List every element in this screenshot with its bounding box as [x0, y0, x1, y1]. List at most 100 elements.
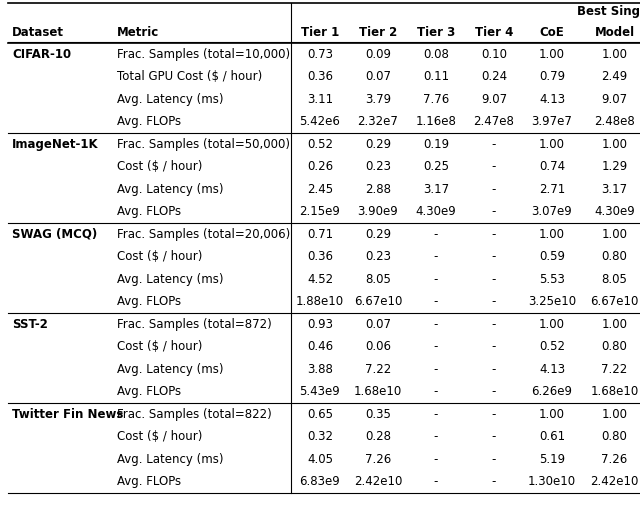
Text: 1.29: 1.29: [602, 160, 628, 173]
Text: -: -: [492, 250, 496, 263]
Text: -: -: [492, 408, 496, 421]
Text: 2.32e7: 2.32e7: [358, 115, 399, 129]
Text: 0.07: 0.07: [365, 70, 391, 83]
Text: 0.23: 0.23: [365, 250, 391, 263]
Text: 4.13: 4.13: [539, 93, 565, 106]
Text: 3.11: 3.11: [307, 93, 333, 106]
Text: -: -: [434, 295, 438, 309]
Text: 1.00: 1.00: [602, 138, 627, 151]
Text: 5.43e9: 5.43e9: [300, 386, 340, 398]
Text: 0.52: 0.52: [539, 340, 565, 353]
Text: 3.17: 3.17: [602, 183, 628, 196]
Text: Best Single: Best Single: [577, 5, 640, 19]
Text: 2.15e9: 2.15e9: [300, 205, 340, 218]
Text: 2.42e10: 2.42e10: [590, 475, 639, 488]
Text: 8.05: 8.05: [602, 273, 627, 286]
Text: 3.25e10: 3.25e10: [528, 295, 576, 309]
Text: Dataset: Dataset: [12, 25, 64, 39]
Text: Avg. Latency (ms): Avg. Latency (ms): [117, 273, 223, 286]
Text: 0.46: 0.46: [307, 340, 333, 353]
Text: 3.90e9: 3.90e9: [358, 205, 398, 218]
Text: Total GPU Cost ($ / hour): Total GPU Cost ($ / hour): [117, 70, 262, 83]
Text: CIFAR-10: CIFAR-10: [12, 48, 71, 61]
Text: 0.59: 0.59: [539, 250, 565, 263]
Text: 0.11: 0.11: [423, 70, 449, 83]
Text: 1.00: 1.00: [539, 408, 565, 421]
Text: -: -: [492, 453, 496, 466]
Text: 6.26e9: 6.26e9: [531, 386, 573, 398]
Text: -: -: [434, 430, 438, 443]
Text: -: -: [492, 205, 496, 218]
Text: 0.74: 0.74: [539, 160, 565, 173]
Text: 0.29: 0.29: [365, 138, 391, 151]
Text: 2.49: 2.49: [602, 70, 628, 83]
Text: SST-2: SST-2: [12, 318, 48, 331]
Text: Avg. Latency (ms): Avg. Latency (ms): [117, 453, 223, 466]
Text: 0.09: 0.09: [365, 48, 391, 61]
Text: 0.80: 0.80: [602, 250, 627, 263]
Text: Cost ($ / hour): Cost ($ / hour): [117, 340, 202, 353]
Text: -: -: [434, 475, 438, 488]
Text: 3.97e7: 3.97e7: [532, 115, 572, 129]
Text: -: -: [492, 363, 496, 376]
Text: -: -: [492, 295, 496, 309]
Text: 0.61: 0.61: [539, 430, 565, 443]
Text: 1.88e10: 1.88e10: [296, 295, 344, 309]
Text: 7.76: 7.76: [423, 93, 449, 106]
Text: 0.10: 0.10: [481, 48, 507, 61]
Text: 0.35: 0.35: [365, 408, 391, 421]
Text: -: -: [434, 340, 438, 353]
Text: Avg. FLOPs: Avg. FLOPs: [117, 386, 181, 398]
Text: Avg. FLOPs: Avg. FLOPs: [117, 115, 181, 129]
Text: 3.79: 3.79: [365, 93, 391, 106]
Text: 5.19: 5.19: [539, 453, 565, 466]
Text: 0.08: 0.08: [423, 48, 449, 61]
Text: Tier 3: Tier 3: [417, 25, 455, 39]
Text: Avg. FLOPs: Avg. FLOPs: [117, 475, 181, 488]
Text: Model: Model: [595, 25, 635, 39]
Text: 1.68e10: 1.68e10: [590, 386, 639, 398]
Text: 2.88: 2.88: [365, 183, 391, 196]
Text: 0.73: 0.73: [307, 48, 333, 61]
Text: 0.71: 0.71: [307, 228, 333, 241]
Text: 3.88: 3.88: [307, 363, 333, 376]
Text: -: -: [492, 228, 496, 241]
Text: 1.00: 1.00: [539, 48, 565, 61]
Text: 0.24: 0.24: [481, 70, 507, 83]
Text: -: -: [492, 340, 496, 353]
Text: 7.26: 7.26: [365, 453, 391, 466]
Text: 4.05: 4.05: [307, 453, 333, 466]
Text: 0.06: 0.06: [365, 340, 391, 353]
Text: 0.07: 0.07: [365, 318, 391, 331]
Text: 1.00: 1.00: [539, 138, 565, 151]
Text: 2.71: 2.71: [539, 183, 565, 196]
Text: -: -: [492, 160, 496, 173]
Text: 0.80: 0.80: [602, 340, 627, 353]
Text: -: -: [492, 183, 496, 196]
Text: 2.47e8: 2.47e8: [474, 115, 515, 129]
Text: -: -: [492, 475, 496, 488]
Text: Tier 1: Tier 1: [301, 25, 339, 39]
Text: 7.26: 7.26: [602, 453, 628, 466]
Text: 4.52: 4.52: [307, 273, 333, 286]
Text: 6.83e9: 6.83e9: [300, 475, 340, 488]
Text: 3.17: 3.17: [423, 183, 449, 196]
Text: 0.19: 0.19: [423, 138, 449, 151]
Text: -: -: [492, 386, 496, 398]
Text: 8.05: 8.05: [365, 273, 391, 286]
Text: 0.29: 0.29: [365, 228, 391, 241]
Text: Cost ($ / hour): Cost ($ / hour): [117, 430, 202, 443]
Text: ImageNet-1K: ImageNet-1K: [12, 138, 99, 151]
Text: -: -: [492, 273, 496, 286]
Text: Avg. FLOPs: Avg. FLOPs: [117, 295, 181, 309]
Text: SWAG (MCQ): SWAG (MCQ): [12, 228, 97, 241]
Text: Frac. Samples (total=50,000): Frac. Samples (total=50,000): [117, 138, 290, 151]
Text: 0.93: 0.93: [307, 318, 333, 331]
Text: 0.23: 0.23: [365, 160, 391, 173]
Text: 4.13: 4.13: [539, 363, 565, 376]
Text: CoE: CoE: [540, 25, 564, 39]
Text: Tier 4: Tier 4: [475, 25, 513, 39]
Text: 7.22: 7.22: [365, 363, 391, 376]
Text: 1.00: 1.00: [602, 228, 627, 241]
Text: 0.26: 0.26: [307, 160, 333, 173]
